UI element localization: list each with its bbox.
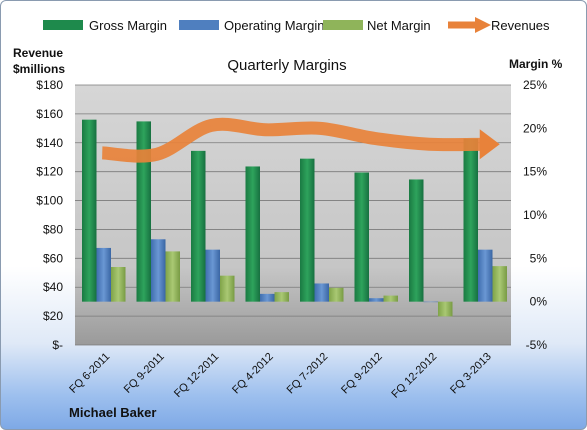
- left-tick-label: $40: [43, 280, 63, 294]
- left-tick-label: $80: [43, 222, 63, 236]
- x-tick-label: FQ 4-2012: [230, 351, 276, 397]
- x-tick-labels: FQ 6-2011 FQ 9-2011 FQ 12-2011 FQ 4-2012 FQ …: [67, 351, 494, 401]
- left-tick-labels: $- $20 $40 $60 $80 $100 $120 $140 $160 $180: [36, 78, 63, 352]
- legend-label-revenues: Revenues: [491, 18, 550, 33]
- revenue-line: [101, 117, 484, 163]
- bar-net-margin: [438, 301, 453, 317]
- legend-swatch-revenues: [448, 17, 491, 33]
- bar-gross-margin: [463, 138, 478, 302]
- revenue-arrowhead: [479, 129, 500, 160]
- author-credit: Michael Baker: [69, 405, 156, 420]
- x-tick-label: FQ 7-2012: [285, 351, 331, 397]
- bar-net-margin: [492, 266, 507, 302]
- right-tick-label: 10%: [523, 208, 547, 222]
- x-tick-label: FQ 12-2011: [172, 351, 221, 400]
- left-axis-title-line2: $millions: [13, 62, 65, 76]
- x-tick-label: FQ 3-2013: [448, 351, 494, 397]
- bar-operating-margin: [369, 298, 384, 302]
- right-tick-label: 0%: [530, 295, 548, 309]
- revenue-point: [156, 153, 158, 155]
- x-tick-label: FQ 12-2012: [389, 351, 439, 401]
- legend-swatch-operating-margin: [179, 20, 219, 30]
- left-tick-label: $20: [43, 309, 63, 323]
- right-tick-label: -5%: [526, 338, 548, 352]
- left-tick-label: $180: [36, 78, 63, 92]
- right-tick-labels: -5% 0% 5% 10% 15% 20% 25%: [523, 78, 547, 352]
- bar-gross-margin: [191, 150, 206, 302]
- right-tick-label: 5%: [530, 251, 548, 265]
- left-tick-label: $160: [36, 107, 63, 121]
- bar-net-margin: [111, 267, 126, 302]
- bars: [82, 119, 507, 317]
- revenue-point: [483, 143, 485, 145]
- bar-operating-margin: [151, 239, 166, 302]
- chart-title: Quarterly Margins: [227, 57, 346, 74]
- right-axis-title: Margin %: [509, 57, 563, 71]
- bar-gross-margin: [409, 179, 424, 302]
- legend-label-operating-margin: Operating Margin: [224, 18, 324, 33]
- bar-gross-margin: [354, 172, 369, 302]
- left-tick-label: $60: [43, 251, 63, 265]
- bar-net-margin: [165, 251, 180, 302]
- bar-operating-margin: [423, 301, 438, 303]
- revenue-point: [210, 124, 212, 126]
- bar-operating-margin: [96, 247, 111, 302]
- revenue-point: [265, 129, 267, 131]
- bar-gross-margin: [82, 119, 97, 302]
- left-tick-label: $-: [52, 338, 63, 352]
- bar-net-margin: [274, 292, 289, 302]
- bar-operating-margin: [205, 249, 220, 302]
- revenue-point: [319, 127, 321, 129]
- bar-net-margin: [329, 287, 344, 302]
- left-tick-label: $140: [36, 136, 63, 150]
- legend-label-gross-margin: Gross Margin: [89, 18, 167, 33]
- bar-gross-margin: [245, 166, 260, 302]
- revenue-line-group: [101, 117, 500, 163]
- bar-operating-margin: [478, 249, 493, 302]
- x-tick-label: FQ 6-2011: [67, 351, 112, 396]
- bar-net-margin: [383, 295, 398, 302]
- x-tick-label: FQ 9-2011: [122, 351, 167, 396]
- bar-operating-margin: [314, 283, 329, 302]
- revenue-point: [374, 137, 376, 139]
- legend-label-net-margin: Net Margin: [367, 18, 431, 33]
- right-tick-label: 15%: [523, 165, 547, 179]
- bar-gross-margin: [300, 158, 315, 302]
- left-tick-label: $100: [36, 194, 63, 208]
- bar-gross-margin: [136, 121, 151, 302]
- revenue-point: [428, 143, 430, 145]
- x-tick-label: FQ 9-2012: [339, 351, 385, 397]
- left-axis-title-line1: Revenue: [13, 46, 63, 60]
- left-tick-label: $120: [36, 165, 63, 179]
- legend-swatch-net-margin: [323, 20, 363, 30]
- bar-net-margin: [220, 275, 235, 302]
- revenue-point: [101, 152, 103, 154]
- legend-swatch-gross-margin: [43, 20, 83, 30]
- legend: Gross Margin Operating Margin Net Margin…: [43, 17, 550, 33]
- right-tick-label: 25%: [523, 78, 547, 92]
- right-tick-label: 20%: [523, 121, 547, 135]
- bar-operating-margin: [260, 293, 275, 302]
